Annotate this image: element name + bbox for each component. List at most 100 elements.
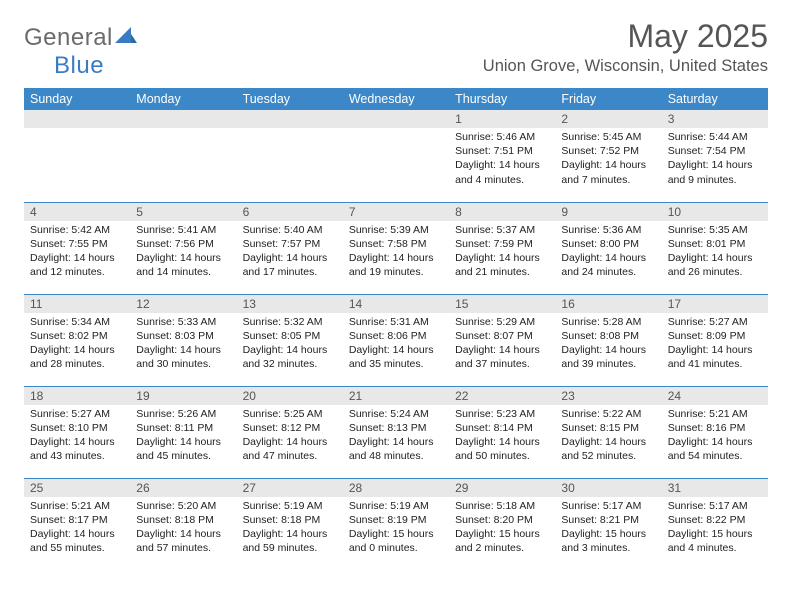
- day-details: Sunrise: 5:21 AMSunset: 8:16 PMDaylight:…: [662, 405, 768, 468]
- sunrise-line: Sunrise: 5:33 AM: [136, 315, 230, 329]
- daylight-line: Daylight: 15 hours and 0 minutes.: [349, 527, 443, 555]
- calendar-day-cell: 14Sunrise: 5:31 AMSunset: 8:06 PMDayligh…: [343, 294, 449, 386]
- sunset-line: Sunset: 8:00 PM: [561, 237, 655, 251]
- calendar-day-cell: 7Sunrise: 5:39 AMSunset: 7:58 PMDaylight…: [343, 202, 449, 294]
- day-number: 23: [555, 387, 661, 405]
- day-details: Sunrise: 5:45 AMSunset: 7:52 PMDaylight:…: [555, 128, 661, 191]
- calendar-day-cell: 22Sunrise: 5:23 AMSunset: 8:14 PMDayligh…: [449, 386, 555, 478]
- calendar-day-cell: 18Sunrise: 5:27 AMSunset: 8:10 PMDayligh…: [24, 386, 130, 478]
- sunset-line: Sunset: 8:09 PM: [668, 329, 762, 343]
- day-number: 14: [343, 295, 449, 313]
- calendar-day-cell: 23Sunrise: 5:22 AMSunset: 8:15 PMDayligh…: [555, 386, 661, 478]
- day-details: Sunrise: 5:37 AMSunset: 7:59 PMDaylight:…: [449, 221, 555, 284]
- weekday-header: Monday: [130, 88, 236, 110]
- sunset-line: Sunset: 7:58 PM: [349, 237, 443, 251]
- daylight-line: Daylight: 14 hours and 28 minutes.: [30, 343, 124, 371]
- day-number: 1: [449, 110, 555, 128]
- sunset-line: Sunset: 8:11 PM: [136, 421, 230, 435]
- day-details: Sunrise: 5:34 AMSunset: 8:02 PMDaylight:…: [24, 313, 130, 376]
- calendar-day-cell: 1Sunrise: 5:46 AMSunset: 7:51 PMDaylight…: [449, 110, 555, 202]
- sunset-line: Sunset: 8:06 PM: [349, 329, 443, 343]
- daylight-line: Daylight: 14 hours and 48 minutes.: [349, 435, 443, 463]
- daylight-line: Daylight: 14 hours and 26 minutes.: [668, 251, 762, 279]
- day-number: 7: [343, 203, 449, 221]
- day-number: [24, 110, 130, 128]
- calendar-day-cell: 25Sunrise: 5:21 AMSunset: 8:17 PMDayligh…: [24, 478, 130, 570]
- daylight-line: Daylight: 14 hours and 4 minutes.: [455, 158, 549, 186]
- day-number: 19: [130, 387, 236, 405]
- calendar-day-cell: 24Sunrise: 5:21 AMSunset: 8:16 PMDayligh…: [662, 386, 768, 478]
- day-details: Sunrise: 5:19 AMSunset: 8:19 PMDaylight:…: [343, 497, 449, 560]
- sunrise-line: Sunrise: 5:34 AM: [30, 315, 124, 329]
- daylight-line: Daylight: 14 hours and 45 minutes.: [136, 435, 230, 463]
- day-details: Sunrise: 5:46 AMSunset: 7:51 PMDaylight:…: [449, 128, 555, 191]
- day-number: 21: [343, 387, 449, 405]
- sunset-line: Sunset: 8:10 PM: [30, 421, 124, 435]
- calendar-day-cell: 8Sunrise: 5:37 AMSunset: 7:59 PMDaylight…: [449, 202, 555, 294]
- brand-text: GeneralBlue: [24, 24, 137, 80]
- day-details: Sunrise: 5:20 AMSunset: 8:18 PMDaylight:…: [130, 497, 236, 560]
- weekday-header: Thursday: [449, 88, 555, 110]
- sunrise-line: Sunrise: 5:31 AM: [349, 315, 443, 329]
- day-number: [130, 110, 236, 128]
- day-details: Sunrise: 5:24 AMSunset: 8:13 PMDaylight:…: [343, 405, 449, 468]
- header: GeneralBlue May 2025 Union Grove, Wiscon…: [24, 18, 768, 80]
- day-details: Sunrise: 5:27 AMSunset: 8:09 PMDaylight:…: [662, 313, 768, 376]
- sunrise-line: Sunrise: 5:42 AM: [30, 223, 124, 237]
- sunrise-line: Sunrise: 5:40 AM: [243, 223, 337, 237]
- calendar-day-cell: 6Sunrise: 5:40 AMSunset: 7:57 PMDaylight…: [237, 202, 343, 294]
- brand-text-a: General: [24, 24, 113, 51]
- sunrise-line: Sunrise: 5:19 AM: [243, 499, 337, 513]
- sunset-line: Sunset: 8:12 PM: [243, 421, 337, 435]
- day-details: Sunrise: 5:17 AMSunset: 8:22 PMDaylight:…: [662, 497, 768, 560]
- sail-icon: [115, 24, 137, 52]
- calendar-day-cell: 31Sunrise: 5:17 AMSunset: 8:22 PMDayligh…: [662, 478, 768, 570]
- calendar-day-cell: 17Sunrise: 5:27 AMSunset: 8:09 PMDayligh…: [662, 294, 768, 386]
- day-details: Sunrise: 5:19 AMSunset: 8:18 PMDaylight:…: [237, 497, 343, 560]
- sunset-line: Sunset: 8:20 PM: [455, 513, 549, 527]
- calendar-day-cell: 3Sunrise: 5:44 AMSunset: 7:54 PMDaylight…: [662, 110, 768, 202]
- day-number: 20: [237, 387, 343, 405]
- day-number: 16: [555, 295, 661, 313]
- sunrise-line: Sunrise: 5:45 AM: [561, 130, 655, 144]
- sunrise-line: Sunrise: 5:21 AM: [668, 407, 762, 421]
- daylight-line: Daylight: 14 hours and 14 minutes.: [136, 251, 230, 279]
- day-number: 13: [237, 295, 343, 313]
- day-details: Sunrise: 5:39 AMSunset: 7:58 PMDaylight:…: [343, 221, 449, 284]
- calendar-day-cell: 16Sunrise: 5:28 AMSunset: 8:08 PMDayligh…: [555, 294, 661, 386]
- day-details: Sunrise: 5:25 AMSunset: 8:12 PMDaylight:…: [237, 405, 343, 468]
- sunrise-line: Sunrise: 5:21 AM: [30, 499, 124, 513]
- calendar-day-cell: [237, 110, 343, 202]
- day-details: Sunrise: 5:17 AMSunset: 8:21 PMDaylight:…: [555, 497, 661, 560]
- sunrise-line: Sunrise: 5:36 AM: [561, 223, 655, 237]
- day-number: 26: [130, 479, 236, 497]
- day-number: 25: [24, 479, 130, 497]
- day-number: 30: [555, 479, 661, 497]
- daylight-line: Daylight: 14 hours and 59 minutes.: [243, 527, 337, 555]
- sunrise-line: Sunrise: 5:41 AM: [136, 223, 230, 237]
- day-details: Sunrise: 5:35 AMSunset: 8:01 PMDaylight:…: [662, 221, 768, 284]
- sunrise-line: Sunrise: 5:35 AM: [668, 223, 762, 237]
- day-number: 15: [449, 295, 555, 313]
- sunrise-line: Sunrise: 5:18 AM: [455, 499, 549, 513]
- day-details: Sunrise: 5:23 AMSunset: 8:14 PMDaylight:…: [449, 405, 555, 468]
- calendar-day-cell: 26Sunrise: 5:20 AMSunset: 8:18 PMDayligh…: [130, 478, 236, 570]
- sunrise-line: Sunrise: 5:39 AM: [349, 223, 443, 237]
- day-details: Sunrise: 5:22 AMSunset: 8:15 PMDaylight:…: [555, 405, 661, 468]
- daylight-line: Daylight: 15 hours and 2 minutes.: [455, 527, 549, 555]
- sunset-line: Sunset: 7:56 PM: [136, 237, 230, 251]
- month-title: May 2025: [483, 18, 768, 55]
- day-number: 5: [130, 203, 236, 221]
- daylight-line: Daylight: 14 hours and 30 minutes.: [136, 343, 230, 371]
- day-number: 28: [343, 479, 449, 497]
- sunset-line: Sunset: 8:17 PM: [30, 513, 124, 527]
- sunrise-line: Sunrise: 5:25 AM: [243, 407, 337, 421]
- sunset-line: Sunset: 8:18 PM: [243, 513, 337, 527]
- sunrise-line: Sunrise: 5:28 AM: [561, 315, 655, 329]
- day-details: Sunrise: 5:26 AMSunset: 8:11 PMDaylight:…: [130, 405, 236, 468]
- title-block: May 2025 Union Grove, Wisconsin, United …: [483, 18, 768, 76]
- sunset-line: Sunset: 8:18 PM: [136, 513, 230, 527]
- sunrise-line: Sunrise: 5:32 AM: [243, 315, 337, 329]
- sunset-line: Sunset: 7:55 PM: [30, 237, 124, 251]
- calendar-week-row: 18Sunrise: 5:27 AMSunset: 8:10 PMDayligh…: [24, 386, 768, 478]
